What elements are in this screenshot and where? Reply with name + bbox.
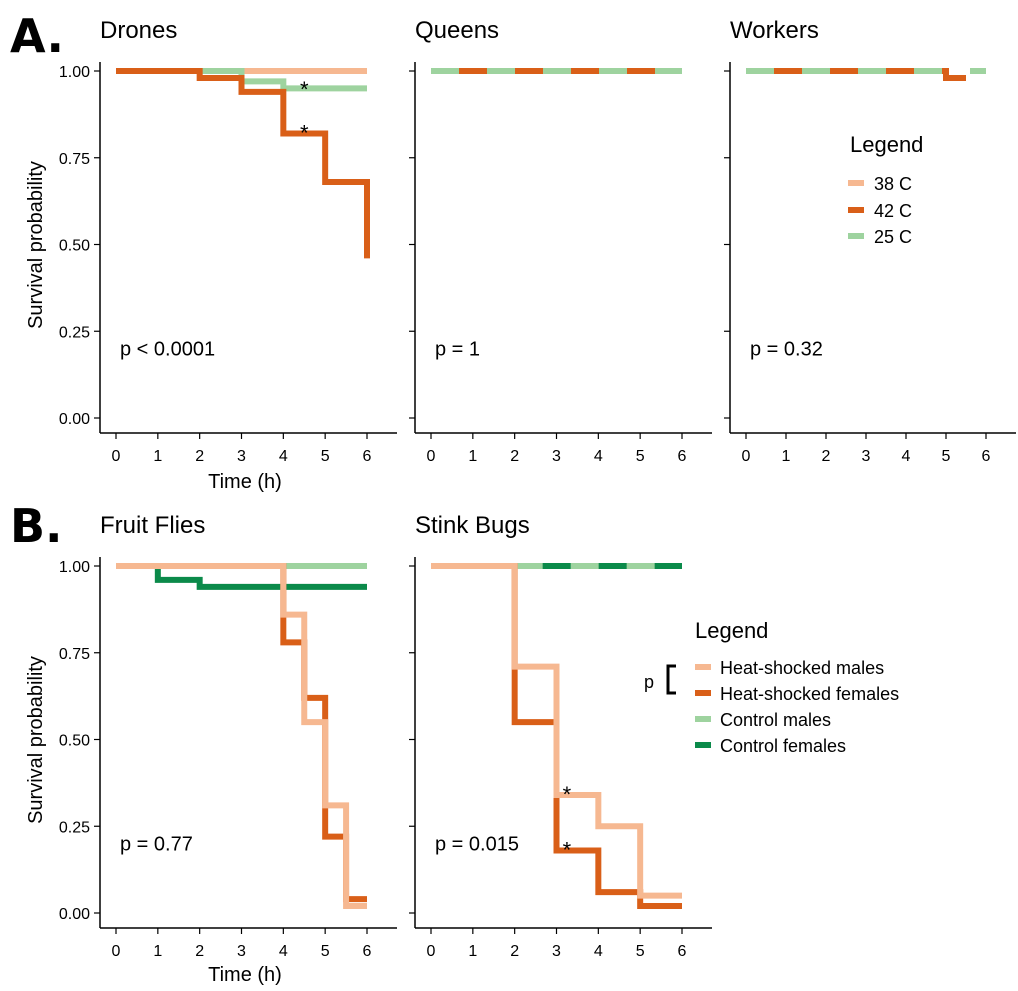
panel-title-workers: Workers bbox=[730, 17, 819, 44]
x-tick-label-workers: 5 bbox=[942, 448, 951, 465]
x-tick-label-fruit-flies: 3 bbox=[237, 943, 246, 960]
series-fruit-flies-heat-shocked-males bbox=[116, 563, 367, 910]
p-value-stink-bugs: p = 0.015 bbox=[435, 834, 519, 856]
x-tick-label-drones: 5 bbox=[321, 448, 330, 465]
x-tick-label-stink-bugs: 5 bbox=[636, 943, 645, 960]
panel-label-a: A. bbox=[10, 9, 64, 63]
legend-b: Legend p Heat-shocked males Heat-shocked… bbox=[644, 618, 899, 756]
legend-b-label-heat-males: Heat-shocked males bbox=[720, 658, 884, 678]
y-tick-label-drones: 0.50 bbox=[59, 238, 90, 255]
y-tick-label-fruit-flies: 0.50 bbox=[59, 733, 90, 750]
x-tick-label-stink-bugs: 0 bbox=[427, 943, 436, 960]
legend-b-label-heat-females: Heat-shocked females bbox=[720, 684, 899, 704]
legend-a-title: Legend bbox=[850, 132, 923, 157]
legend-b-label-control-males: Control males bbox=[720, 710, 831, 730]
x-tick-label-drones: 0 bbox=[112, 448, 121, 465]
x-tick-label-stink-bugs: 3 bbox=[552, 943, 561, 960]
panel-drones: Drones 0 1 2 3 4 5 6 0.00 0.25 0.50 0.75 1.00 * * p < 0… bbox=[59, 17, 397, 465]
legend-a-label-38c: 38 C bbox=[874, 174, 912, 194]
x-tick-label-queens: 2 bbox=[510, 448, 519, 465]
x-tick-label-workers: 4 bbox=[902, 448, 911, 465]
y-tick-label-fruit-flies: 0.75 bbox=[59, 646, 90, 663]
x-tick-label-workers: 0 bbox=[742, 448, 751, 465]
series-stink-bugs-heat-shocked-males bbox=[431, 563, 682, 899]
panel-label-b: B. bbox=[10, 499, 63, 553]
significance-asterisk-stink-bugs: * bbox=[563, 782, 572, 807]
x-tick-label-stink-bugs: 6 bbox=[678, 943, 687, 960]
panel-fruit-flies: Fruit Flies 0 1 2 3 4 5 6 0.00 0.25 0.50 0.75 1.00 p … bbox=[59, 512, 397, 960]
series-workers-42-c bbox=[746, 68, 966, 81]
x-tick-label-queens: 6 bbox=[678, 448, 687, 465]
x-tick-label-drones: 6 bbox=[363, 448, 372, 465]
x-tick-label-fruit-flies: 2 bbox=[195, 943, 204, 960]
legend-b-bracket bbox=[666, 664, 676, 695]
series-drones-42-c bbox=[116, 68, 370, 259]
x-tick-label-drones: 2 bbox=[195, 448, 204, 465]
x-tick-label-stink-bugs: 4 bbox=[594, 943, 603, 960]
x-tick-label-workers: 2 bbox=[822, 448, 831, 465]
x-tick-label-workers: 3 bbox=[862, 448, 871, 465]
y-tick-label-fruit-flies: 0.00 bbox=[59, 906, 90, 923]
p-value-drones: p < 0.0001 bbox=[120, 339, 215, 361]
x-tick-label-queens: 5 bbox=[636, 448, 645, 465]
x-tick-label-drones: 3 bbox=[237, 448, 246, 465]
panel-title-stink-bugs: Stink Bugs bbox=[415, 512, 530, 539]
x-tick-label-queens: 4 bbox=[594, 448, 603, 465]
significance-asterisk-drones: * bbox=[300, 77, 309, 102]
y-tick-label-fruit-flies: 0.25 bbox=[59, 819, 90, 836]
panel-title-fruit-flies: Fruit Flies bbox=[100, 512, 205, 539]
panel-workers: Workers 0 1 2 3 4 5 6 p = 0.32 bbox=[724, 17, 1016, 465]
x-tick-label-fruit-flies: 1 bbox=[153, 943, 162, 960]
x-tick-label-queens: 1 bbox=[468, 448, 477, 465]
y-tick-label-drones: 1.00 bbox=[59, 64, 90, 81]
p-value-fruit-flies: p = 0.77 bbox=[120, 834, 193, 856]
legend-a-label-42c: 42 C bbox=[874, 201, 912, 221]
y-tick-label-fruit-flies: 1.00 bbox=[59, 559, 90, 576]
legend-a-label-25c: 25 C bbox=[874, 227, 912, 247]
x-tick-label-stink-bugs: 2 bbox=[510, 943, 519, 960]
y-tick-label-drones: 0.00 bbox=[59, 411, 90, 428]
x-tick-label-fruit-flies: 6 bbox=[363, 943, 372, 960]
significance-asterisk-drones: * bbox=[300, 121, 309, 146]
series-drones-25-c bbox=[116, 68, 367, 92]
legend-a: Legend 38 C 42 C 25 C bbox=[848, 132, 923, 247]
panel-queens: Queens 0 1 2 3 4 5 6 p = 1 bbox=[409, 17, 712, 465]
legend-b-title: Legend bbox=[695, 618, 768, 643]
x-tick-label-fruit-flies: 4 bbox=[279, 943, 288, 960]
x-tick-label-fruit-flies: 5 bbox=[321, 943, 330, 960]
panel-stink-bugs: Stink Bugs 0 1 2 3 4 5 6 * * p = 0.015 bbox=[409, 512, 712, 960]
x-tick-label-workers: 6 bbox=[982, 448, 991, 465]
panels: Drones 0 1 2 3 4 5 6 0.00 0.25 0.50 0.75 1.00 * * p < 0… bbox=[59, 17, 1016, 960]
p-value-queens: p = 1 bbox=[435, 339, 480, 361]
y-axis-title-row-a: Survival probability bbox=[25, 161, 47, 329]
x-tick-label-queens: 3 bbox=[552, 448, 561, 465]
significance-asterisk-stink-bugs: * bbox=[563, 838, 572, 863]
y-tick-label-drones: 0.75 bbox=[59, 151, 90, 168]
series-fruit-flies-control-females bbox=[116, 563, 367, 590]
x-tick-label-stink-bugs: 1 bbox=[468, 943, 477, 960]
legend-b-label-control-females: Control females bbox=[720, 736, 846, 756]
p-value-workers: p = 0.32 bbox=[750, 339, 823, 361]
x-tick-label-drones: 4 bbox=[279, 448, 288, 465]
legend-b-bracket-label: p bbox=[644, 672, 654, 692]
x-axis-title-row-a: Time (h) bbox=[208, 471, 282, 493]
y-tick-label-drones: 0.25 bbox=[59, 324, 90, 341]
panel-title-queens: Queens bbox=[415, 17, 499, 44]
panel-title-drones: Drones bbox=[100, 17, 177, 44]
x-tick-label-fruit-flies: 0 bbox=[112, 943, 121, 960]
x-tick-label-queens: 0 bbox=[427, 448, 436, 465]
x-tick-label-drones: 1 bbox=[153, 448, 162, 465]
x-tick-label-workers: 1 bbox=[782, 448, 791, 465]
x-axis-title-row-b: Time (h) bbox=[208, 964, 282, 986]
y-axis-title-row-b: Survival probability bbox=[25, 656, 47, 824]
